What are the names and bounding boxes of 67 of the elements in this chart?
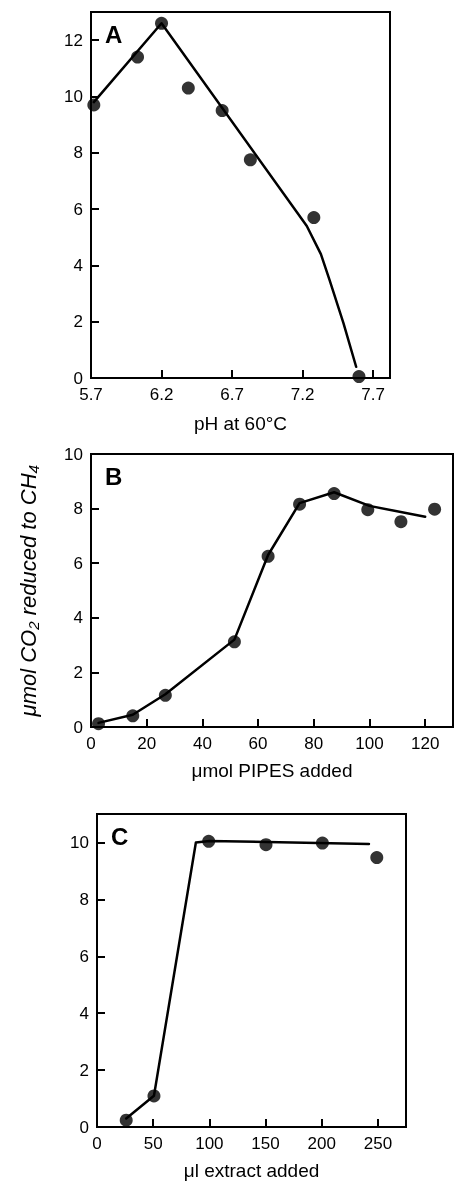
point bbox=[394, 515, 408, 529]
point bbox=[202, 834, 216, 848]
y-tick-label: 8 bbox=[73, 143, 83, 163]
y-tick-label: 2 bbox=[73, 312, 83, 332]
y-tick-label: 6 bbox=[79, 946, 89, 966]
y-tick-label: 0 bbox=[73, 368, 83, 388]
x-tick-label: 0 bbox=[92, 1134, 102, 1153]
x-tick-label: 150 bbox=[251, 1134, 280, 1153]
y-axis-title: μmol CO₂ reduced to CH₄ bbox=[15, 464, 41, 718]
x-tick-label: 100 bbox=[195, 1134, 224, 1153]
point bbox=[87, 98, 101, 112]
y-tick-label: 8 bbox=[79, 889, 89, 909]
point bbox=[361, 503, 375, 517]
x-axis-title: μmol PIPES added bbox=[191, 760, 353, 781]
point bbox=[307, 211, 321, 225]
point bbox=[215, 104, 229, 118]
y-tick-label: 6 bbox=[73, 199, 83, 219]
point bbox=[315, 836, 329, 850]
point bbox=[352, 370, 366, 384]
y-tick-label: 10 bbox=[64, 86, 83, 106]
point bbox=[243, 153, 257, 167]
point bbox=[261, 549, 275, 563]
point bbox=[327, 487, 341, 501]
point bbox=[119, 1113, 133, 1127]
x-tick-label: 20 bbox=[137, 734, 157, 753]
y-tick-label: 12 bbox=[64, 30, 83, 50]
x-tick-label: 60 bbox=[248, 734, 268, 753]
x-tick-label: 6.2 bbox=[149, 385, 174, 404]
y-tick-label: 8 bbox=[73, 499, 83, 519]
y-tick-label: 0 bbox=[73, 717, 83, 737]
point bbox=[155, 16, 169, 30]
y-tick-label: 4 bbox=[79, 1003, 89, 1023]
x-axis-title: pH at 60°C bbox=[193, 413, 288, 434]
x-tick-label: 100 bbox=[355, 734, 384, 753]
point bbox=[181, 81, 195, 95]
y-tick-label: 10 bbox=[64, 444, 83, 464]
x-tick-label: 7.2 bbox=[290, 385, 315, 404]
point bbox=[158, 688, 172, 702]
point bbox=[428, 502, 442, 516]
x-axis-title: μl extract added bbox=[183, 1160, 320, 1181]
x-tick-label: 250 bbox=[363, 1134, 393, 1153]
y-tick-label: 2 bbox=[79, 1060, 89, 1080]
annotation: C bbox=[111, 822, 129, 850]
y-tick-label: 6 bbox=[73, 553, 83, 573]
x-tick-label: 200 bbox=[307, 1134, 336, 1153]
x-tick-label: 120 bbox=[410, 734, 440, 753]
point bbox=[92, 717, 106, 731]
y-tick-label: 0 bbox=[79, 1117, 89, 1137]
annotation: A bbox=[105, 20, 123, 48]
x-tick-label: 50 bbox=[143, 1134, 163, 1153]
x-tick-label: 7.7 bbox=[361, 385, 385, 404]
point bbox=[259, 838, 273, 852]
point bbox=[126, 709, 140, 723]
y-tick-label: 4 bbox=[73, 255, 83, 275]
annotation: B bbox=[105, 462, 123, 490]
x-tick-label: 40 bbox=[192, 734, 212, 753]
y-tick-label: 4 bbox=[73, 608, 83, 628]
x-tick-label: 5.7 bbox=[79, 385, 103, 404]
point bbox=[227, 635, 241, 649]
point bbox=[370, 851, 384, 865]
y-tick-label: 10 bbox=[70, 832, 89, 852]
point bbox=[147, 1089, 161, 1103]
point bbox=[293, 497, 307, 511]
point bbox=[131, 50, 145, 64]
y-tick-label: 2 bbox=[73, 662, 83, 682]
x-tick-label: 80 bbox=[304, 734, 324, 753]
x-tick-label: 6.7 bbox=[220, 385, 244, 404]
